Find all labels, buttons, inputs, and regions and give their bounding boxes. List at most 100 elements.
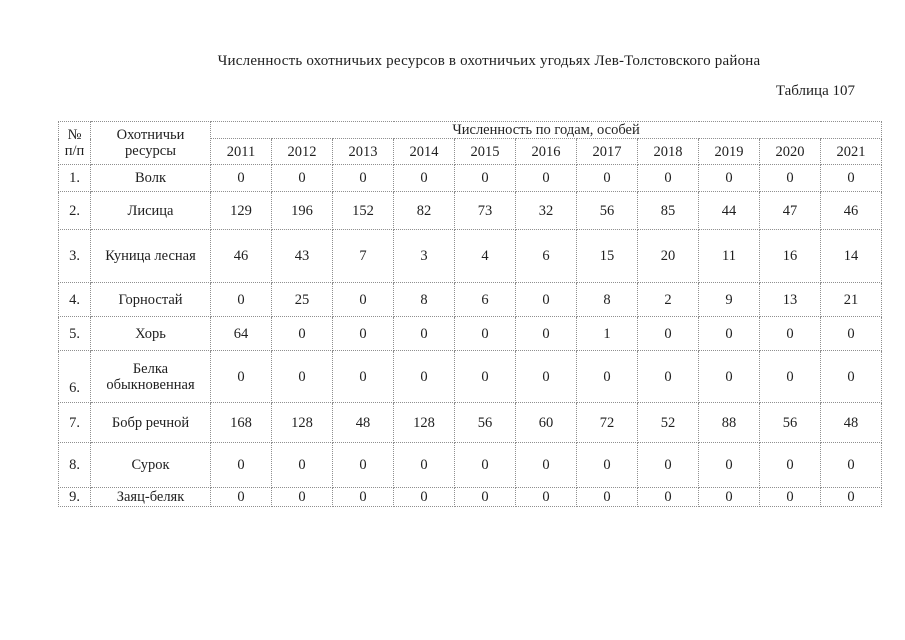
value-cell: 0	[576, 442, 638, 489]
value-cell: 0	[759, 350, 821, 404]
value-cell: 64	[210, 316, 272, 352]
value-cell: 48	[332, 402, 394, 444]
value-cell: 0	[393, 316, 455, 352]
value-cell: 21	[819, 282, 883, 318]
value-cell: 0	[698, 442, 760, 489]
value-cell: 0	[576, 164, 638, 193]
value-cell: 56	[759, 402, 821, 444]
value-cell: 0	[698, 164, 760, 193]
table-header: № п/п Охотничьи ресурсы Численность по г…	[58, 120, 883, 166]
value-cell: 0	[271, 487, 333, 508]
value-cell: 0	[210, 487, 272, 508]
value-cell: 0	[210, 350, 272, 404]
row-number: 8.	[58, 442, 91, 489]
value-cell: 0	[759, 316, 821, 352]
value-cell: 0	[819, 487, 883, 508]
col-header-year: 2012	[271, 138, 333, 166]
value-cell: 60	[515, 402, 577, 444]
value-cell: 46	[819, 191, 883, 231]
value-cell: 25	[271, 282, 333, 318]
table-number-label: Таблица 107	[775, 83, 855, 99]
value-cell: 13	[759, 282, 821, 318]
value-cell: 0	[637, 442, 699, 489]
value-cell: 0	[698, 316, 760, 352]
value-cell: 43	[271, 229, 333, 284]
table-row: 2. Лисица 129 196 152 82 73 32 56 85 44 47 46	[58, 191, 883, 231]
value-cell: 168	[210, 402, 272, 444]
resource-name: Заяц-беляк	[90, 487, 211, 508]
value-cell: 0	[393, 487, 455, 508]
table-row: 6. Белка обыкновенная 0 0 0 0 0 0 0 0 0 0 0	[58, 350, 883, 404]
col-header-year: 2020	[759, 138, 821, 166]
value-cell: 128	[393, 402, 455, 444]
years-header-row: 2011 2012 2013 2014 2015 2016 2017 2018 2019 2020…	[59, 138, 883, 166]
value-cell: 4	[454, 229, 516, 284]
value-cell: 196	[271, 191, 333, 231]
row-number: 5.	[58, 316, 91, 352]
row-number: 1.	[58, 164, 91, 193]
hunting-resources-table: № п/п Охотничьи ресурсы Численность по г…	[58, 120, 883, 508]
value-cell: 56	[454, 402, 516, 444]
col-header-year: 2021	[819, 138, 883, 166]
value-cell: 0	[759, 164, 821, 193]
value-cell: 0	[819, 350, 883, 404]
col-header-resource: Охотничьи ресурсы	[90, 120, 211, 166]
value-cell: 0	[576, 487, 638, 508]
value-cell: 0	[210, 282, 272, 318]
value-cell: 0	[637, 316, 699, 352]
value-cell: 0	[454, 350, 516, 404]
table-row: 7. Бобр речной 168 128 48 128 56 60 72 52 88 56 48	[58, 402, 883, 444]
value-cell: 32	[515, 191, 577, 231]
value-cell: 0	[210, 442, 272, 489]
value-cell: 85	[637, 191, 699, 231]
value-cell: 15	[576, 229, 638, 284]
value-cell: 1	[576, 316, 638, 352]
value-cell: 11	[698, 229, 760, 284]
resource-name: Сурок	[90, 442, 211, 489]
value-cell: 73	[454, 191, 516, 231]
value-cell: 0	[393, 442, 455, 489]
value-cell: 0	[576, 350, 638, 404]
value-cell: 44	[698, 191, 760, 231]
value-cell: 0	[332, 442, 394, 489]
value-cell: 0	[393, 164, 455, 193]
col-header-num: № п/п	[58, 120, 91, 166]
resource-name: Горностай	[90, 282, 211, 318]
value-cell: 52	[637, 402, 699, 444]
table-row: 8. Сурок 0 0 0 0 0 0 0 0 0 0 0	[58, 442, 883, 489]
value-cell: 0	[637, 350, 699, 404]
value-cell: 0	[698, 487, 760, 508]
resource-name: Бобр речной	[90, 402, 211, 444]
col-header-years-group: Численность по годам, особей	[209, 120, 883, 140]
row-number: 7.	[58, 402, 91, 444]
value-cell: 6	[515, 229, 577, 284]
value-cell: 0	[271, 350, 333, 404]
value-cell: 14	[819, 229, 883, 284]
value-cell: 0	[332, 282, 394, 318]
value-cell: 152	[332, 191, 394, 231]
document-title: Численность охотничьих ресурсов в охотни…	[217, 53, 761, 69]
table-row: 1. Волк 0 0 0 0 0 0 0 0 0 0 0	[58, 164, 883, 193]
value-cell: 56	[576, 191, 638, 231]
col-header-year: 2014	[393, 138, 455, 166]
table-body: 1. Волк 0 0 0 0 0 0 0 0 0 0 0 2. Лисица 129 196 152 82 73 32…	[58, 164, 883, 508]
value-cell: 0	[454, 316, 516, 352]
value-cell: 0	[454, 487, 516, 508]
value-cell: 88	[698, 402, 760, 444]
value-cell: 0	[637, 164, 699, 193]
value-cell: 0	[515, 316, 577, 352]
row-number: 4.	[58, 282, 91, 318]
col-header-year: 2016	[515, 138, 577, 166]
value-cell: 0	[393, 350, 455, 404]
table-row: 4. Горностай 0 25 0 8 6 0 8 2 9 13 21	[58, 282, 883, 318]
table-row: 3. Куница лесная 46 43 7 3 4 6 15 20 11 16 14	[58, 229, 883, 284]
row-number: 3.	[58, 229, 91, 284]
resource-name: Лисица	[90, 191, 211, 231]
value-cell: 129	[210, 191, 272, 231]
value-cell: 47	[759, 191, 821, 231]
value-cell: 0	[332, 487, 394, 508]
value-cell: 0	[271, 316, 333, 352]
value-cell: 0	[332, 164, 394, 193]
value-cell: 72	[576, 402, 638, 444]
